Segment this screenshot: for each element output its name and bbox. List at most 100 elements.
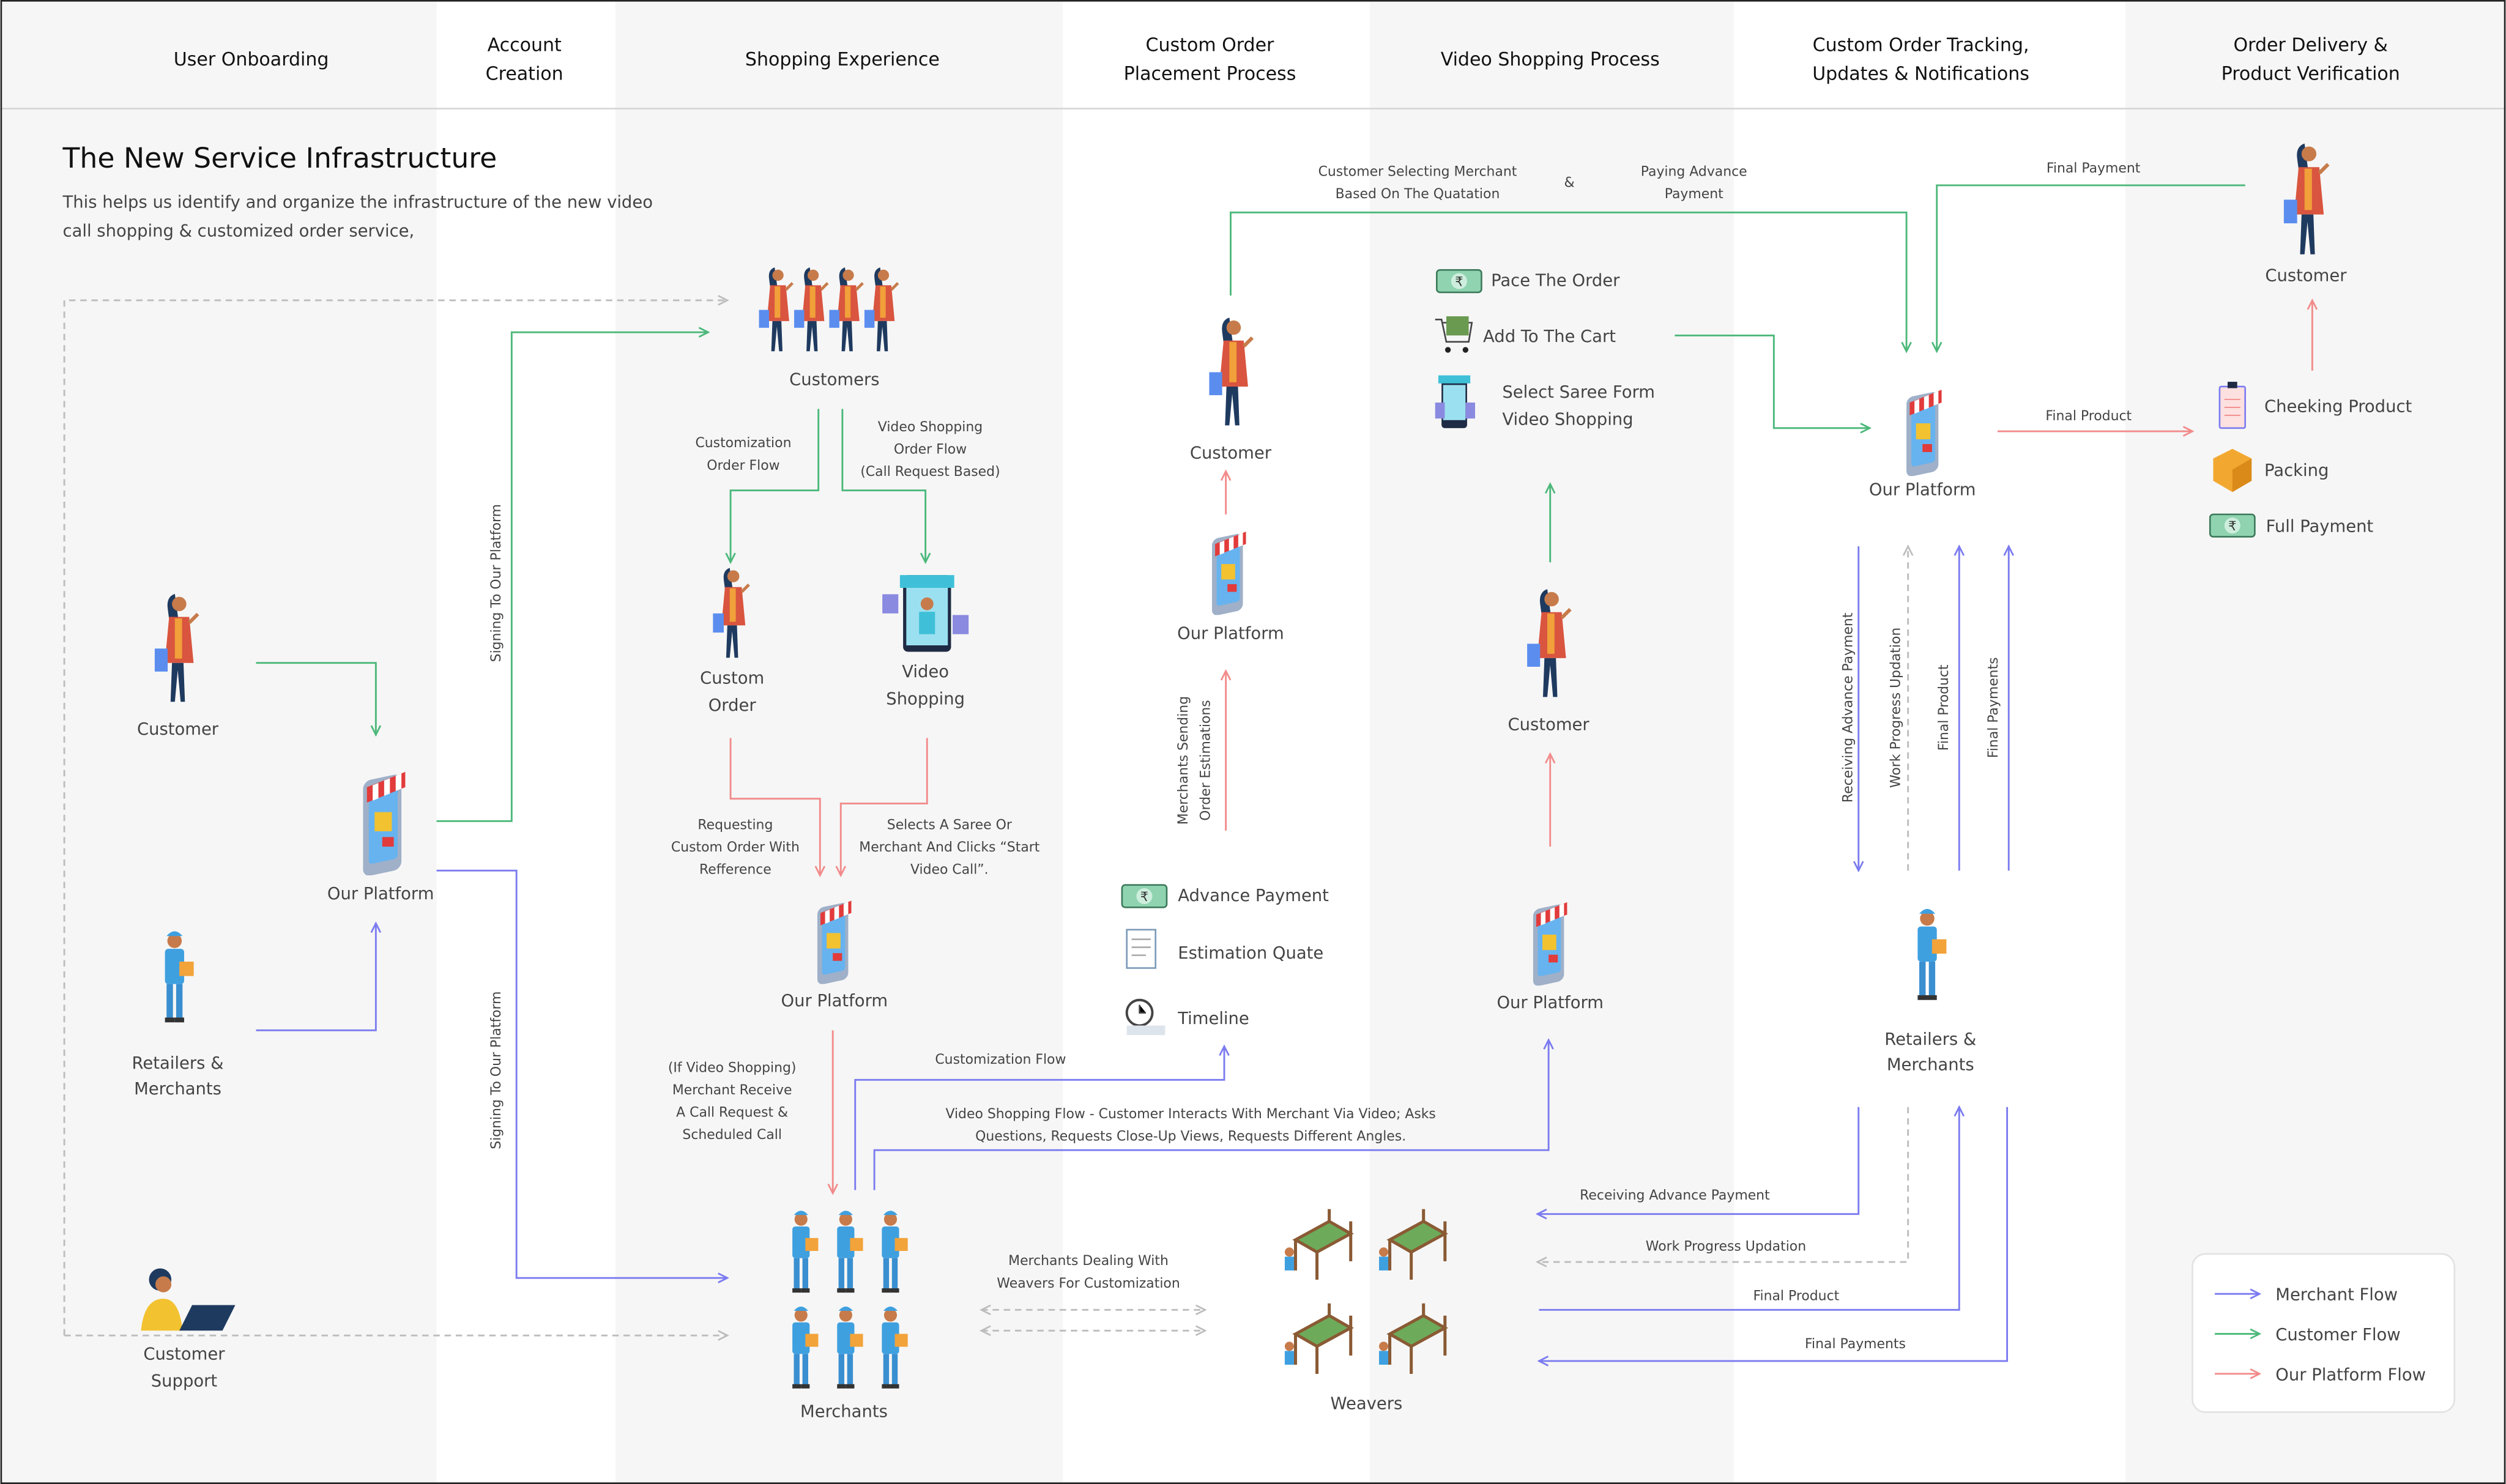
node-video-shopping: Video Shopping: [882, 575, 969, 709]
node-customer-col5: Customer: [1508, 589, 1590, 734]
list-item-label: Full Payment: [2266, 518, 2374, 536]
node-label: Customer: [1508, 715, 1590, 734]
node-label: Merchants: [1887, 1056, 1974, 1075]
node-customers: Customers: [759, 267, 898, 389]
edge-label: Work Progress Updation: [1646, 1239, 1806, 1255]
node-label: Merchants: [800, 1402, 888, 1421]
edge-label: (If Video Shopping): [668, 1060, 797, 1075]
legend-label: Our Platform Flow: [2275, 1365, 2426, 1384]
edge-label: Final Product: [1936, 664, 1952, 751]
platform-flow-edge: [729, 738, 820, 875]
header-user-onboarding: User Onboarding: [174, 49, 329, 70]
header-video-shopping: Video Shopping Process: [1441, 49, 1660, 70]
document-icon: [1126, 929, 1157, 969]
edge-label: Receiving Advance Payment: [1840, 612, 1856, 803]
list-item-label: Packing: [2264, 461, 2329, 480]
list-item-label: Timeline: [1177, 1009, 1249, 1028]
edge-label: Selects A Saree Or: [887, 817, 1013, 833]
edge-label: Work Progress Updation: [1889, 628, 1904, 788]
edge-label: Custom Order With: [671, 840, 800, 855]
list-item-label: Select Saree Form: [1502, 383, 1655, 402]
edge-label: Requesting: [697, 817, 773, 833]
customer-flow-edge: [256, 662, 376, 735]
cart-icon: [1435, 316, 1473, 353]
edge-label: Scheduled Call: [682, 1127, 782, 1143]
edge-label: Final Payments: [1986, 657, 2001, 758]
edge-label: Order Flow: [894, 442, 967, 458]
clipboard-icon: [2218, 382, 2246, 429]
merchant-illustration-icon: [1917, 908, 1947, 1000]
platform-phone-icon: [817, 900, 852, 984]
edge-label: Merchant And Clicks “Start: [859, 840, 1039, 855]
edge-label: Weavers For Customization: [997, 1276, 1180, 1291]
header-account-creation: Creation: [486, 64, 563, 85]
edge-label: A Call Request &: [676, 1105, 788, 1120]
list-item-label: Video Shopping: [1502, 410, 1633, 429]
node-customer-col7: Customer: [2265, 144, 2347, 286]
delivery-list: Cheeking Product Packing Full Payment: [2209, 382, 2412, 538]
edge-label: Final Payments: [1805, 1337, 1906, 1352]
node-label: Weavers: [1331, 1394, 1403, 1413]
node-label: Our Platform: [781, 992, 888, 1011]
header-delivery: Product Verification: [2222, 64, 2400, 85]
page-subtitle: This helps us identify and organize the …: [62, 193, 652, 212]
node-label: Video: [902, 662, 949, 681]
customer-flow-edge: [436, 332, 708, 822]
node-label: Retailers &: [132, 1054, 224, 1073]
customer-flow-edge: [841, 409, 926, 563]
node-platform-col4: Our Platform: [1177, 532, 1284, 644]
node-merchants: Merchants: [792, 1211, 908, 1421]
box-icon: [2213, 448, 2252, 492]
merchant-flow-edge: [854, 1046, 1224, 1190]
node-label: Order: [708, 696, 757, 715]
platform-phone-icon: [1533, 902, 1567, 986]
edge-label: Based On The Quatation: [1336, 187, 1500, 202]
merchant-flow-edge: [436, 869, 727, 1278]
edge-label: Customization Flow: [935, 1052, 1066, 1067]
merchant-flow-edge: [873, 1040, 1549, 1190]
header-tracking: Updates & Notifications: [1812, 64, 2029, 85]
customer-flow-edge: [1937, 184, 2245, 352]
node-label: Shopping: [886, 690, 965, 709]
customer-flow-edge: [1230, 211, 1906, 351]
node-retailers-col6: Retailers & Merchants: [1884, 908, 1976, 1075]
node-label: Our Platform: [327, 885, 434, 903]
edge-label: Final Product: [2045, 409, 2132, 424]
merchant-flow-edge: [1537, 1107, 1860, 1214]
platform-phone-icon: [1211, 532, 1246, 615]
platform-phone-icon: [1906, 390, 1942, 477]
node-platform-col6: Our Platform: [1869, 390, 1976, 500]
support-agent-icon: [141, 1268, 236, 1331]
edge-label: Questions, Requests Close-Up Views, Requ…: [975, 1129, 1406, 1145]
header-account-creation: Account: [488, 35, 562, 56]
page-subtitle: call shopping & customized order service…: [62, 221, 414, 240]
node-label: Our Platform: [1177, 625, 1284, 644]
edge-label: Signing To Our Platform: [489, 991, 504, 1149]
merchant-flow-edge: [1539, 1107, 1959, 1311]
edge-label: Merchants Sending: [1176, 696, 1191, 825]
edge-label: Final Product: [1753, 1289, 1840, 1304]
edge-label: Signing To Our Platform: [489, 504, 504, 662]
money-icon: [1436, 269, 1482, 294]
node-retailers-left: Retailers & Merchants: [132, 931, 224, 1099]
header-custom-order: Placement Process: [1124, 64, 1296, 85]
node-label: Customer: [2265, 267, 2347, 286]
node-label: Our Platform: [1497, 993, 1604, 1012]
video-shop-icon: [1435, 375, 1475, 428]
customer-illustration-icon: [1209, 317, 1252, 425]
merchant-flow-edge: [256, 923, 376, 1031]
merchant-flow-edge: [1539, 1107, 2009, 1361]
edge-label: Order Estimations: [1198, 700, 1213, 820]
node-label: Custom: [700, 669, 764, 688]
support-dashed-edge: [63, 300, 727, 1336]
legend: Merchant Flow Customer Flow Our Platform…: [2192, 1253, 2456, 1413]
header-shopping-experience: Shopping Experience: [745, 49, 940, 70]
customer-flow-edge: [1675, 334, 1870, 428]
list-item-label: Cheeking Product: [2264, 398, 2412, 417]
edge-label: Customization: [695, 436, 791, 451]
video-shop-icon: [882, 575, 969, 652]
platform-flow-edge: [841, 738, 928, 875]
edge-label: Receiving Advance Payment: [1580, 1188, 1770, 1203]
page-title: The New Service Infrastructure: [62, 142, 497, 174]
